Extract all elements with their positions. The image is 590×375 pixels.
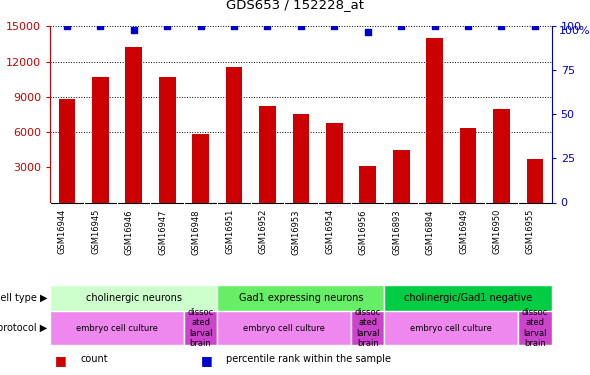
Text: embryo cell culture: embryo cell culture <box>243 324 325 333</box>
Text: 100%: 100% <box>559 26 590 36</box>
Text: Gad1 expressing neurons: Gad1 expressing neurons <box>238 293 363 303</box>
Text: count: count <box>80 354 108 364</box>
Text: protocol ▶: protocol ▶ <box>0 323 47 333</box>
Bar <box>326 123 343 202</box>
Text: dissoc
ated
larval
brain: dissoc ated larval brain <box>355 308 381 348</box>
Bar <box>426 38 443 203</box>
Text: GSM16946: GSM16946 <box>124 209 134 255</box>
Bar <box>58 99 76 202</box>
Text: GSM16944: GSM16944 <box>58 209 67 255</box>
Point <box>530 23 540 29</box>
Bar <box>293 114 309 202</box>
Text: GSM16893: GSM16893 <box>392 209 401 255</box>
Bar <box>50 285 217 311</box>
Text: GSM16894: GSM16894 <box>425 209 435 255</box>
Text: GSM16954: GSM16954 <box>325 209 335 255</box>
Text: GSM16945: GSM16945 <box>91 209 100 255</box>
Bar <box>493 108 510 202</box>
Bar <box>359 166 376 202</box>
Bar <box>159 77 176 203</box>
Bar <box>385 285 552 311</box>
Point <box>430 23 440 29</box>
Bar <box>351 311 385 345</box>
Text: cholinergic neurons: cholinergic neurons <box>86 293 182 303</box>
Point <box>296 23 306 29</box>
Bar <box>225 68 242 203</box>
Bar <box>385 311 518 345</box>
Text: embryo cell culture: embryo cell culture <box>76 324 158 333</box>
Point <box>96 23 105 29</box>
Text: GSM16953: GSM16953 <box>292 209 301 255</box>
Text: embryo cell culture: embryo cell culture <box>411 324 492 333</box>
Text: GSM16955: GSM16955 <box>526 209 535 255</box>
Bar <box>184 311 217 345</box>
Point <box>196 23 205 29</box>
Point <box>396 23 406 29</box>
Text: GSM16949: GSM16949 <box>459 209 468 255</box>
Text: dissoc
ated
larval
brain: dissoc ated larval brain <box>188 308 214 348</box>
Bar <box>125 47 142 202</box>
Bar <box>518 311 552 345</box>
Bar <box>393 150 409 202</box>
Point <box>230 23 239 29</box>
Bar <box>192 134 209 202</box>
Text: GSM16951: GSM16951 <box>225 209 234 255</box>
Point <box>330 23 339 29</box>
Text: GSM16952: GSM16952 <box>258 209 267 255</box>
Bar <box>217 311 351 345</box>
Bar <box>460 129 476 202</box>
Bar <box>50 311 184 345</box>
Text: GSM16948: GSM16948 <box>192 209 201 255</box>
Point <box>363 28 372 34</box>
Bar <box>527 159 543 203</box>
Point <box>263 23 272 29</box>
Text: GSM16950: GSM16950 <box>493 209 502 255</box>
Text: cell type ▶: cell type ▶ <box>0 293 47 303</box>
Point <box>162 23 172 29</box>
Bar <box>92 77 109 203</box>
Point <box>129 27 139 33</box>
Text: cholinergic/Gad1 negative: cholinergic/Gad1 negative <box>404 293 532 303</box>
Bar <box>217 285 385 311</box>
Text: GDS653 / 152228_at: GDS653 / 152228_at <box>226 0 364 11</box>
Point <box>497 23 506 29</box>
Text: GSM16956: GSM16956 <box>359 209 368 255</box>
Text: percentile rank within the sample: percentile rank within the sample <box>225 354 391 364</box>
Bar <box>259 106 276 202</box>
Text: dissoc
ated
larval
brain: dissoc ated larval brain <box>522 308 548 348</box>
Point <box>463 23 473 29</box>
Point <box>62 23 71 29</box>
Text: ■: ■ <box>55 354 67 367</box>
Text: GSM16947: GSM16947 <box>158 209 167 255</box>
Text: ■: ■ <box>201 354 212 367</box>
